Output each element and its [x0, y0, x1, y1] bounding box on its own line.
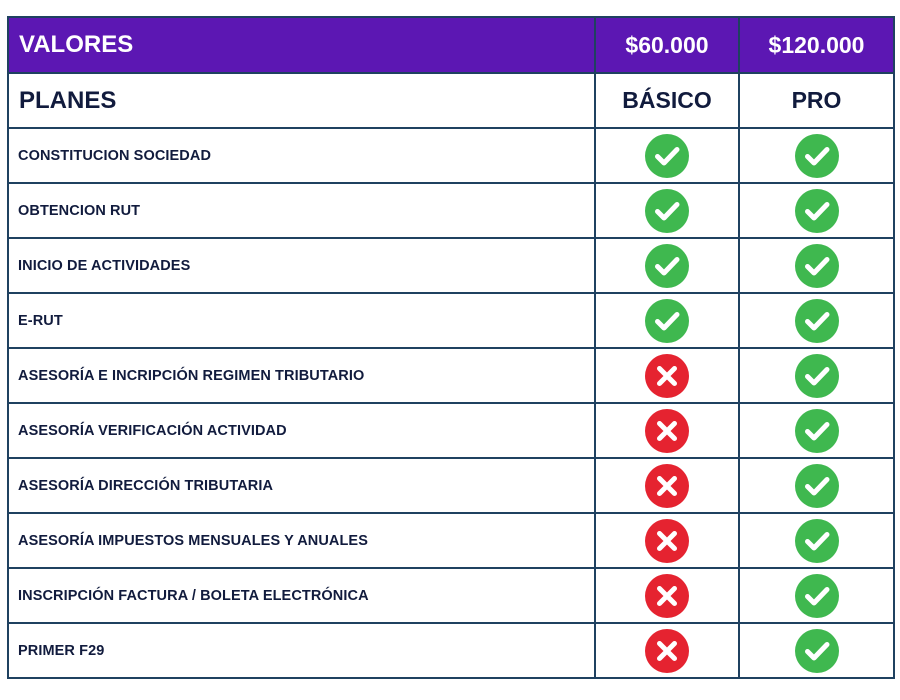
check-icon: [794, 298, 839, 343]
price-pro: $120.000: [738, 16, 895, 74]
check-icon: [794, 243, 839, 288]
feature-label: OBTENCION RUT: [7, 182, 596, 239]
values-label: VALORES: [7, 16, 596, 74]
check-icon: [794, 463, 839, 508]
feature-basico-cell: [594, 237, 740, 294]
price-basico: $60.000: [594, 16, 740, 74]
check-icon: [794, 133, 839, 178]
feature-basico-cell: [594, 127, 740, 184]
check-icon: [645, 243, 689, 288]
feature-pro-cell: [738, 512, 895, 569]
check-icon: [794, 518, 839, 563]
feature-pro-cell: [738, 567, 895, 624]
pricing-comparison-table: VALORES $60.000 $120.000 PLANES BÁSICO P…: [7, 16, 895, 679]
feature-pro-cell: [738, 292, 895, 349]
check-icon: [794, 408, 839, 453]
feature-pro-cell: [738, 347, 895, 404]
feature-row: E-RUT: [7, 292, 895, 349]
feature-pro-cell: [738, 127, 895, 184]
feature-basico-cell: [594, 347, 740, 404]
feature-label: CONSTITUCION SOCIEDAD: [7, 127, 596, 184]
check-icon: [645, 298, 689, 343]
feature-row: INICIO DE ACTIVIDADES: [7, 237, 895, 294]
pricing-table-container: VALORES $60.000 $120.000 PLANES BÁSICO P…: [7, 16, 895, 679]
feature-row: ASESORÍA E INCRIPCIÓN REGIMEN TRIBUTARIO: [7, 347, 895, 404]
feature-label: ASESORÍA DIRECCIÓN TRIBUTARIA: [7, 457, 596, 514]
cross-icon: [645, 518, 689, 563]
feature-basico-cell: [594, 457, 740, 514]
feature-label: ASESORÍA VERIFICACIÓN ACTIVIDAD: [7, 402, 596, 459]
feature-label: ASESORÍA E INCRIPCIÓN REGIMEN TRIBUTARIO: [7, 347, 596, 404]
feature-pro-cell: [738, 457, 895, 514]
check-icon: [645, 133, 689, 178]
check-icon: [794, 353, 839, 398]
feature-row: INSCRIPCIÓN FACTURA / BOLETA ELECTRÓNICA: [7, 567, 895, 624]
plans-row: PLANES BÁSICO PRO: [7, 72, 895, 129]
feature-pro-cell: [738, 402, 895, 459]
plans-label: PLANES: [7, 72, 596, 129]
feature-basico-cell: [594, 567, 740, 624]
feature-pro-cell: [738, 182, 895, 239]
cross-icon: [645, 573, 689, 618]
feature-pro-cell: [738, 622, 895, 679]
feature-basico-cell: [594, 402, 740, 459]
feature-row: ASESORÍA VERIFICACIÓN ACTIVIDAD: [7, 402, 895, 459]
check-icon: [794, 188, 839, 233]
plan-name-pro: PRO: [738, 72, 895, 129]
feature-label: ASESORÍA IMPUESTOS MENSUALES Y ANUALES: [7, 512, 596, 569]
feature-label: E-RUT: [7, 292, 596, 349]
feature-basico-cell: [594, 622, 740, 679]
feature-row: CONSTITUCION SOCIEDAD: [7, 127, 895, 184]
check-icon: [794, 628, 839, 673]
feature-row: ASESORÍA DIRECCIÓN TRIBUTARIA: [7, 457, 895, 514]
cross-icon: [645, 628, 689, 673]
feature-basico-cell: [594, 292, 740, 349]
check-icon: [794, 573, 839, 618]
cross-icon: [645, 408, 689, 453]
feature-row: OBTENCION RUT: [7, 182, 895, 239]
cross-icon: [645, 353, 689, 398]
feature-basico-cell: [594, 182, 740, 239]
feature-label: PRIMER F29: [7, 622, 596, 679]
features-body: CONSTITUCION SOCIEDAD OBTENCION RUT INICIO…: [7, 127, 895, 679]
feature-pro-cell: [738, 237, 895, 294]
feature-label: INICIO DE ACTIVIDADES: [7, 237, 596, 294]
feature-row: ASESORÍA IMPUESTOS MENSUALES Y ANUALES: [7, 512, 895, 569]
check-icon: [645, 188, 689, 233]
feature-basico-cell: [594, 512, 740, 569]
cross-icon: [645, 463, 689, 508]
prices-row: VALORES $60.000 $120.000: [7, 16, 895, 74]
feature-row: PRIMER F29: [7, 622, 895, 679]
plan-name-basico: BÁSICO: [594, 72, 740, 129]
feature-label: INSCRIPCIÓN FACTURA / BOLETA ELECTRÓNICA: [7, 567, 596, 624]
